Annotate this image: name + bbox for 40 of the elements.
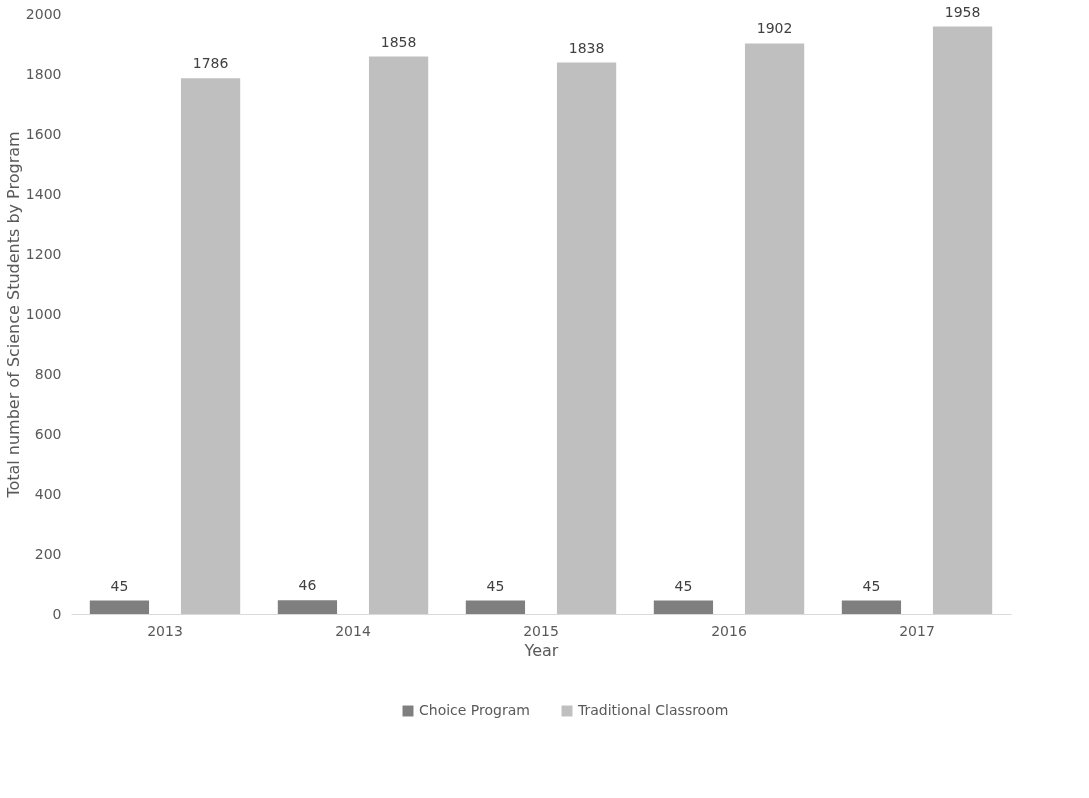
bar	[89, 600, 150, 614]
data-label: 1858	[380, 33, 417, 50]
y-tick-label: 0	[52, 605, 62, 622]
y-tick-label: 200	[34, 545, 62, 562]
data-label: 1786	[192, 55, 229, 72]
data-label: 45	[862, 577, 881, 594]
bar	[277, 600, 338, 614]
y-tick-label: 1400	[25, 185, 62, 202]
x-axis-title: Year	[523, 640, 559, 660]
bar	[465, 600, 526, 614]
y-tick-label: 800	[34, 365, 62, 382]
data-label: 1838	[568, 39, 605, 56]
bar	[556, 62, 617, 614]
data-label: 45	[674, 577, 693, 594]
y-axis-title: Total number of Science Students by Program	[3, 131, 23, 499]
y-tick-label: 600	[34, 425, 62, 442]
y-tick-label: 1800	[25, 65, 62, 82]
x-tick-label: 2014	[335, 622, 371, 639]
bar	[368, 56, 429, 614]
bar	[841, 600, 902, 614]
bar	[653, 600, 714, 614]
data-label: 45	[110, 577, 129, 594]
data-label: 1958	[944, 3, 981, 20]
data-label: 46	[298, 577, 317, 594]
y-tick-label: 1200	[25, 245, 62, 262]
bar	[744, 43, 805, 614]
legend-label: Choice Program	[419, 702, 530, 718]
x-tick-label: 2016	[711, 622, 747, 639]
x-tick-label: 2017	[899, 622, 935, 639]
bar	[180, 78, 241, 614]
legend-label: Traditional Classroom	[577, 702, 729, 718]
y-tick-label: 400	[34, 485, 62, 502]
x-tick-label: 2013	[147, 622, 183, 639]
data-label: 1902	[756, 20, 793, 37]
data-label: 45	[486, 577, 505, 594]
y-tick-label: 1000	[25, 305, 62, 322]
x-tick-label: 2015	[523, 622, 559, 639]
y-tick-label: 2000	[25, 5, 62, 22]
bar	[932, 26, 993, 614]
y-tick-label: 1600	[25, 125, 62, 142]
